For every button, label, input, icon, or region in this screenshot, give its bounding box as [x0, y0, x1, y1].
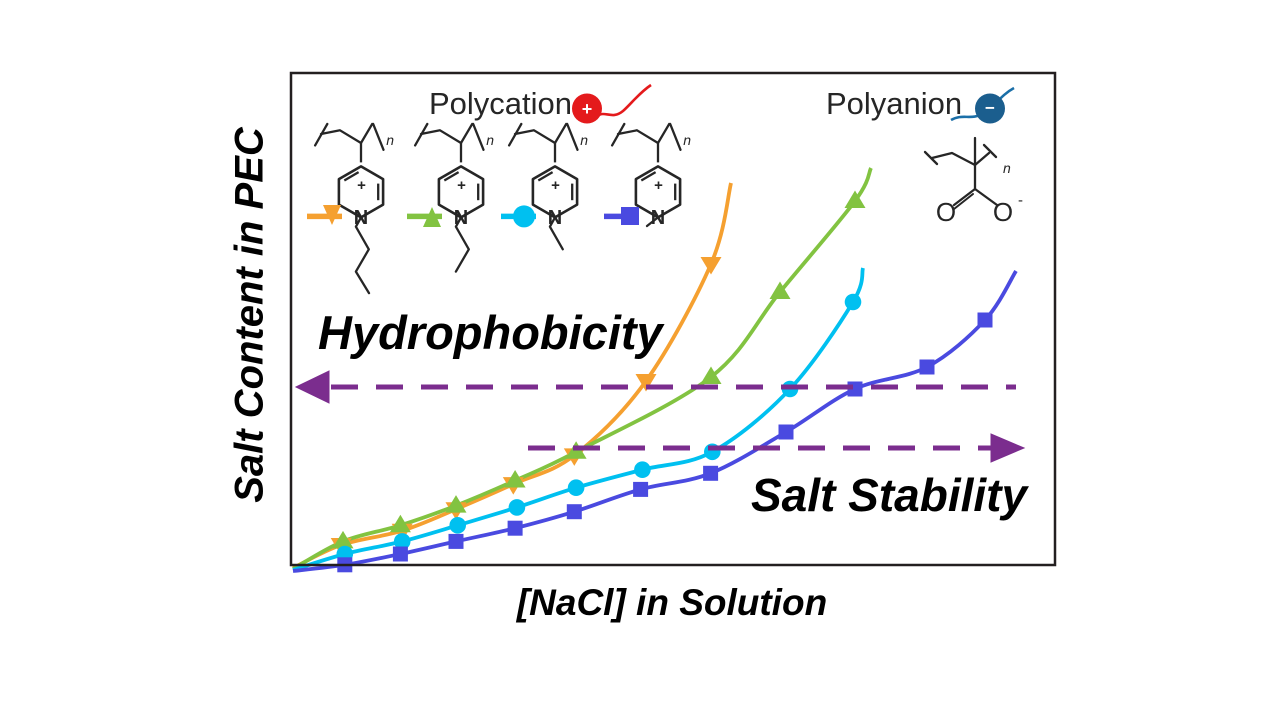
svg-text:O: O — [993, 197, 1013, 227]
svg-text:+: + — [582, 99, 593, 119]
svg-text:-: - — [1018, 192, 1023, 209]
svg-text:n: n — [1003, 160, 1011, 176]
svg-text:O: O — [936, 197, 956, 227]
svg-text:−: − — [985, 99, 995, 118]
